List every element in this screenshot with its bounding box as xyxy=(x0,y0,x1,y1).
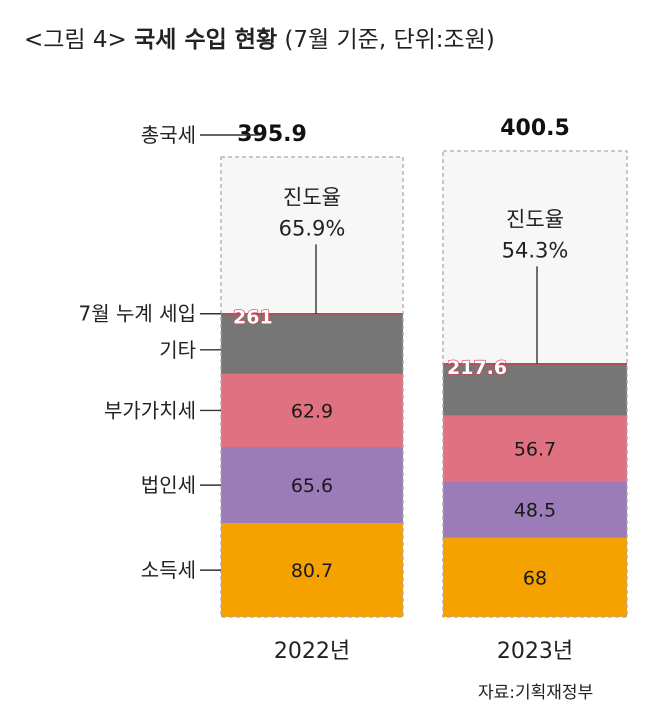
segment-2 xyxy=(221,447,403,524)
segment-1 xyxy=(221,523,403,617)
other-category-label: 기타 xyxy=(159,338,196,362)
segment-value-label: 56.7 xyxy=(514,438,556,460)
segment-1 xyxy=(443,537,627,617)
total-bar-outline xyxy=(220,156,404,618)
cumulative-category-label: 7월 누계 세입 xyxy=(79,302,196,326)
segment-value-label: 62.9 xyxy=(291,400,333,422)
progress-label: 진도율 xyxy=(506,207,564,231)
segment-3 xyxy=(443,415,627,482)
unit-note: (7월 기준, 단위:조원) xyxy=(284,27,495,53)
source-note: 자료:기획재정부 xyxy=(478,683,594,703)
corporate-tax-category-label: 법인세 xyxy=(141,473,196,497)
chart-main-title: 국세 수입 현황 xyxy=(134,27,278,53)
year-label: 2023년 xyxy=(497,639,573,664)
vat-category-label: 부가가치세 xyxy=(104,398,196,422)
chart-title: <그림 4> 국세 수입 현황 (7월 기준, 단위:조원) xyxy=(24,20,495,54)
progress-value: 65.9% xyxy=(279,216,346,240)
total-category-label: 총국세 xyxy=(141,123,196,147)
year-label: 2022년 xyxy=(274,639,350,664)
income-tax-category-label: 소득세 xyxy=(141,558,196,582)
segment-value-label: 48.5 xyxy=(514,500,556,522)
progress-value: 54.3% xyxy=(502,238,569,262)
progress-label: 진도율 xyxy=(283,185,341,209)
segment-value-label: 65.6 xyxy=(291,475,333,497)
segment-3 xyxy=(221,373,403,448)
segment-4 xyxy=(221,313,403,374)
figure-number: <그림 4> xyxy=(24,27,127,53)
total-bar-outline xyxy=(442,150,628,618)
segment-2 xyxy=(443,481,627,538)
segment-4 xyxy=(443,363,627,416)
segment-value-label: 68 xyxy=(523,567,547,589)
cumulative-value-label: 217.6 xyxy=(447,357,507,379)
cumulative-value-label: 261 xyxy=(233,307,273,329)
segment-value-label: 80.7 xyxy=(291,560,333,582)
total-value-label: 400.5 xyxy=(500,116,570,141)
